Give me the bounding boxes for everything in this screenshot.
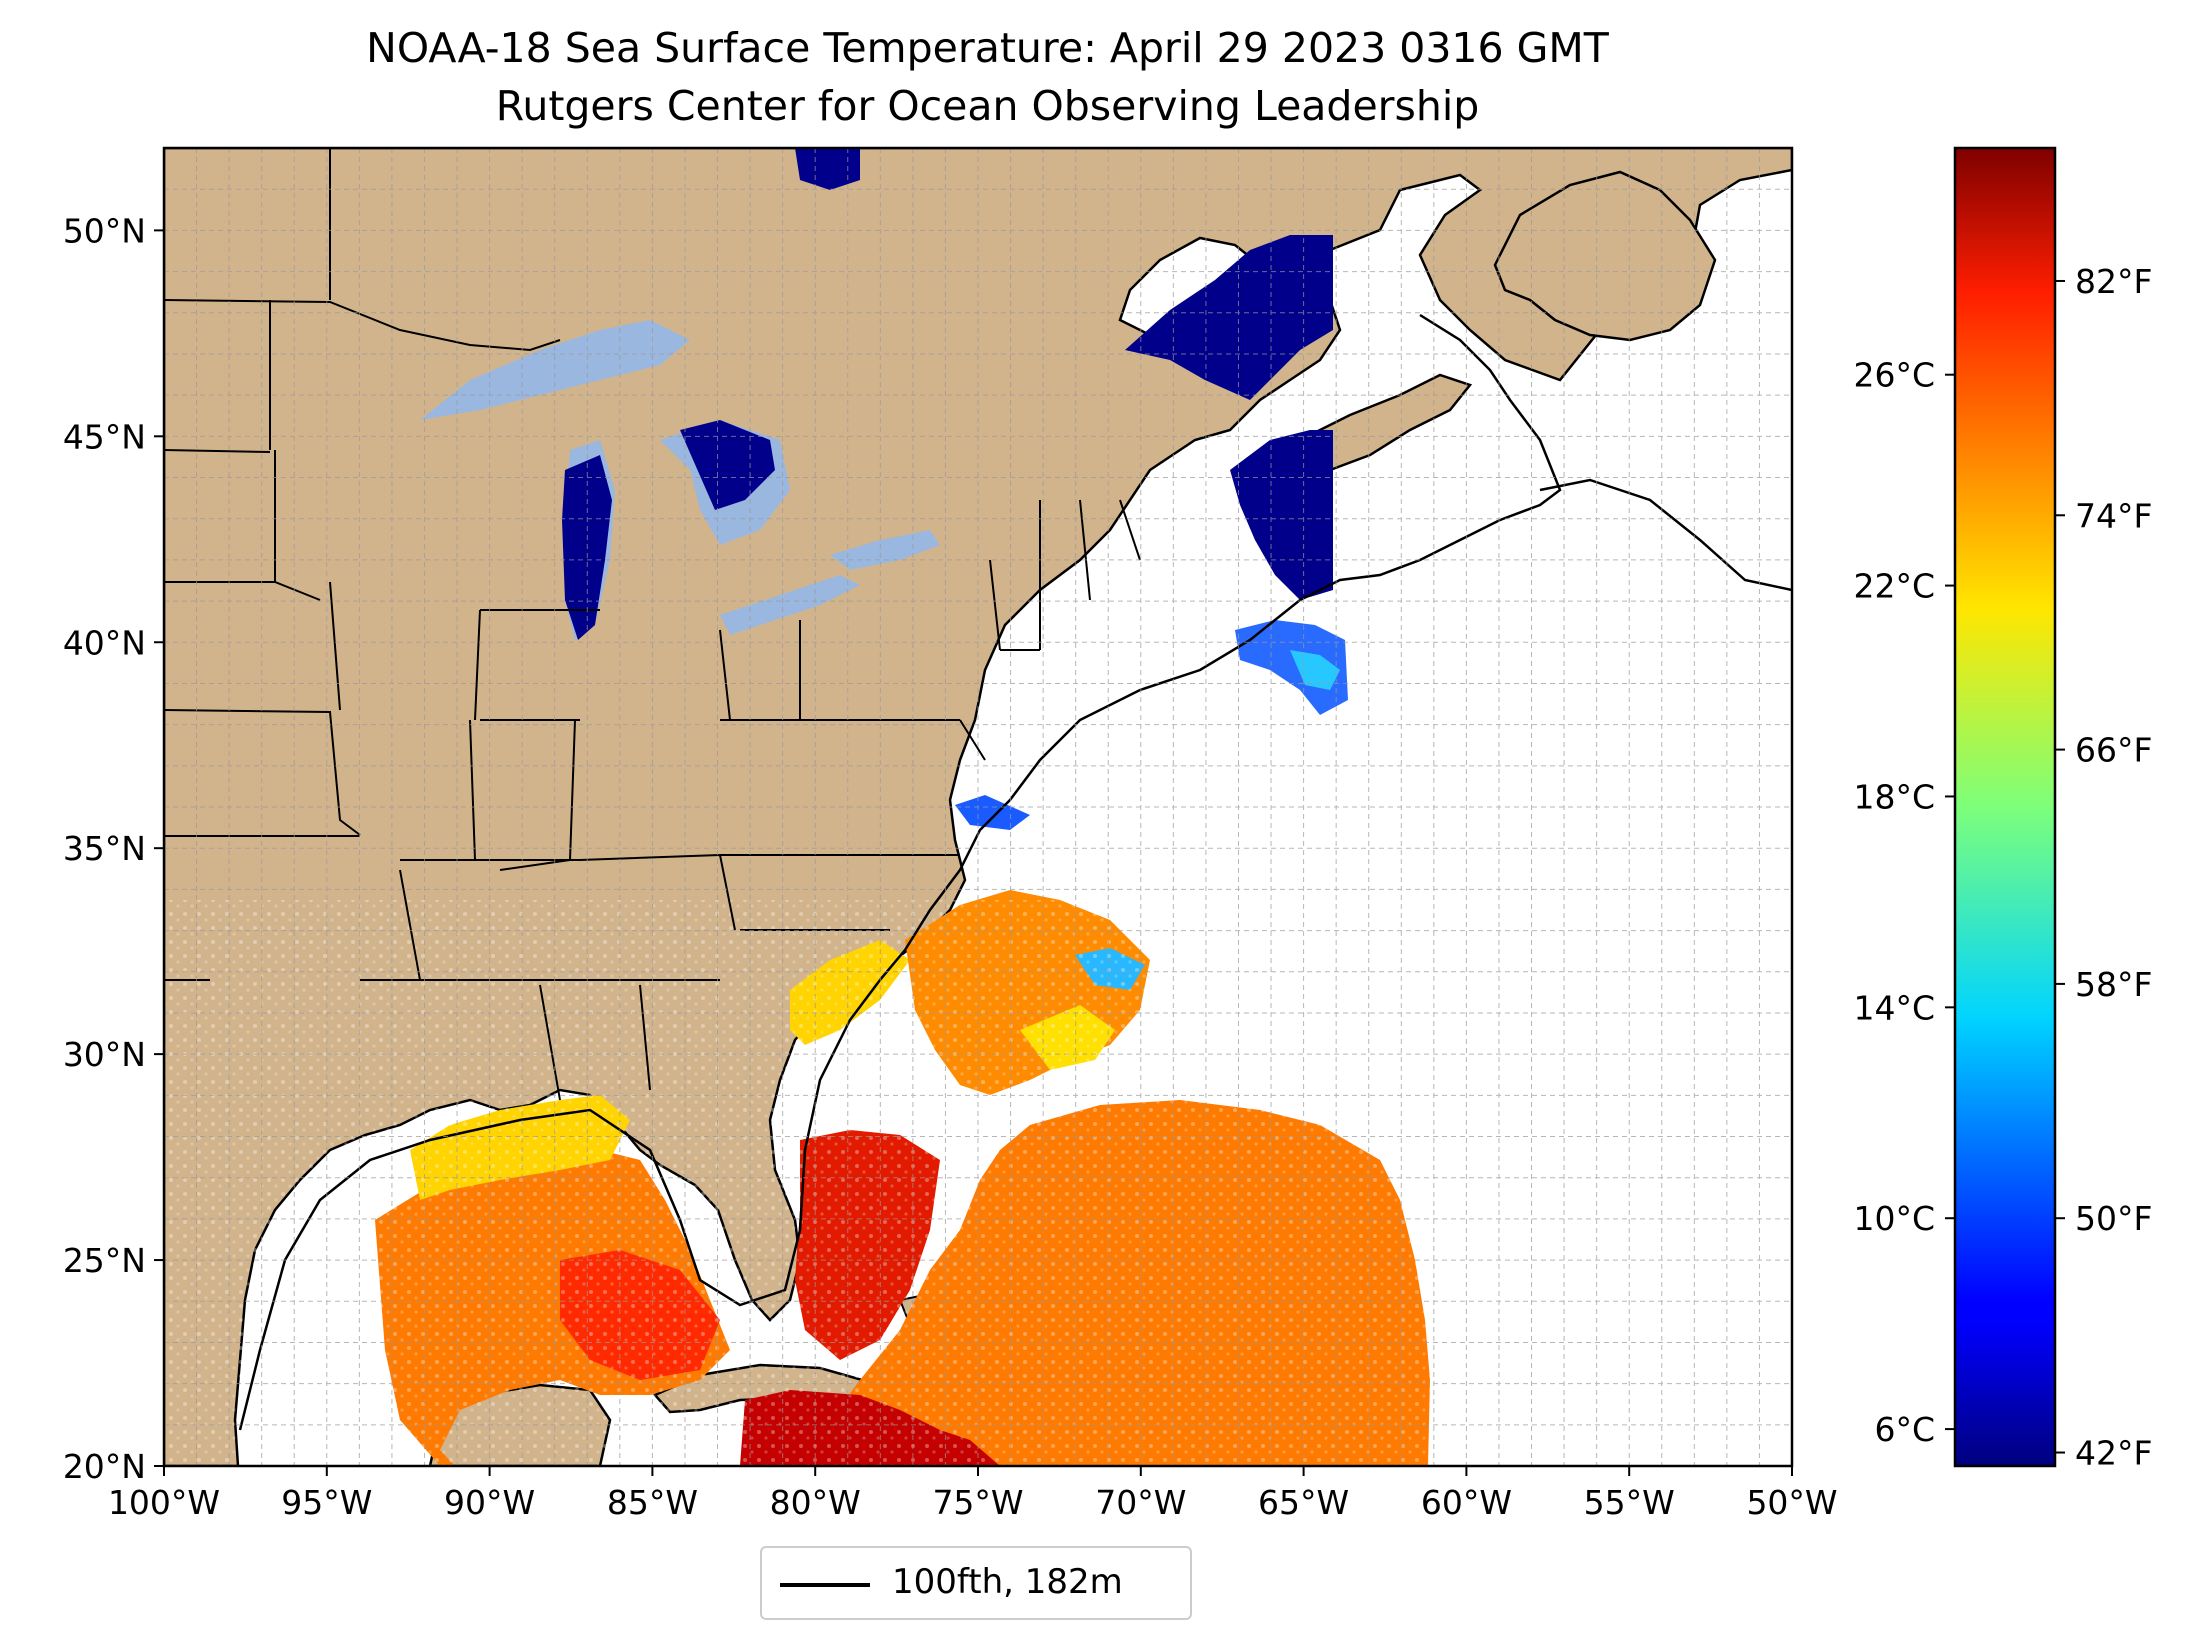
lon-tick-label: 60°W: [1421, 1483, 1512, 1522]
lon-tick-label: 90°W: [444, 1483, 535, 1522]
celsius-tick-label: 26°C: [1853, 356, 1935, 395]
fahrenheit-tick-label: 66°F: [2075, 731, 2152, 770]
land-newfoundland: [1493, 170, 1717, 342]
celsius-tick-label: 14°C: [1853, 988, 1935, 1027]
sst-cold-bay-of-fundy: [1230, 430, 1333, 600]
sst-cold-gulf-stlawrence: [1125, 235, 1333, 400]
celsius-tick-label: 18°C: [1853, 777, 1935, 816]
colorbar: [1953, 146, 2057, 1468]
lon-tick-label: 95°W: [281, 1483, 372, 1522]
celsius-tick-label: 6°C: [1874, 1410, 1935, 1449]
lon-tick-label: 55°W: [1584, 1483, 1675, 1522]
fahrenheit-tick-label: 58°F: [2075, 965, 2152, 1004]
lon-tick-label: 75°W: [932, 1483, 1023, 1522]
sst-cold-lake-huron: [680, 420, 775, 510]
lon-tick-labels: 100°W 95°W 90°W 85°W 80°W 75°W 70°W 65°W 60°W 55°…: [108, 1466, 1838, 1522]
lon-tick-label: 100°W: [108, 1483, 220, 1522]
legend-label: 100fth, 182m: [892, 1562, 1123, 1602]
lat-tick-labels: 20°N 25°N 30°N 35°N 40°N 45°N 50°N: [63, 211, 164, 1486]
celsius-tick-label: 10°C: [1853, 1199, 1935, 1238]
sst-cold-chesapeake: [955, 795, 1030, 830]
lon-tick-label: 70°W: [1095, 1483, 1186, 1522]
lake-superior: [420, 320, 690, 420]
map-title: NOAA-18 Sea Surface Temperature: April 2…: [366, 24, 1609, 72]
colorbar-fahrenheit-ticks: 42°F 50°F 58°F 66°F 74°F 82°F: [2055, 262, 2152, 1473]
celsius-tick-label: 22°C: [1853, 567, 1935, 606]
lat-tick-label: 35°N: [63, 829, 146, 868]
lat-tick-label: 25°N: [63, 1241, 146, 1280]
fahrenheit-tick-label: 50°F: [2075, 1199, 2152, 1238]
sst-cold-gulf-of-maine: [1235, 620, 1348, 715]
fahrenheit-tick-label: 82°F: [2075, 262, 2152, 301]
sst-cold-lake-superior-top: [795, 148, 860, 190]
colorbar-celsius-ticks: 6°C 10°C 14°C 18°C 22°C 26°C: [1853, 356, 1955, 1449]
lon-tick-label: 85°W: [607, 1483, 698, 1522]
lat-tick-label: 40°N: [63, 623, 146, 662]
map-gridlines: [164, 148, 1792, 1466]
lat-tick-label: 50°N: [63, 211, 146, 250]
lon-tick-label: 80°W: [770, 1483, 861, 1522]
lat-tick-label: 45°N: [63, 417, 146, 456]
legend-line-swatch: [780, 1583, 870, 1587]
lat-tick-label: 30°N: [63, 1035, 146, 1074]
lat-tick-label: 20°N: [63, 1447, 146, 1486]
bathymetry-100fth-contour: [238, 313, 1792, 1431]
lake-erie: [720, 575, 860, 635]
map-subtitle: Rutgers Center for Ocean Observing Leade…: [495, 82, 1480, 130]
lon-tick-label: 50°W: [1746, 1483, 1837, 1522]
fahrenheit-tick-label: 74°F: [2075, 496, 2152, 535]
sst-cold-gulf-of-maine-cyan: [1290, 650, 1340, 690]
lon-tick-label: 65°W: [1258, 1483, 1349, 1522]
map-legend: 100fth, 182m: [760, 1546, 1192, 1620]
fahrenheit-tick-label: 42°F: [2075, 1434, 2152, 1473]
